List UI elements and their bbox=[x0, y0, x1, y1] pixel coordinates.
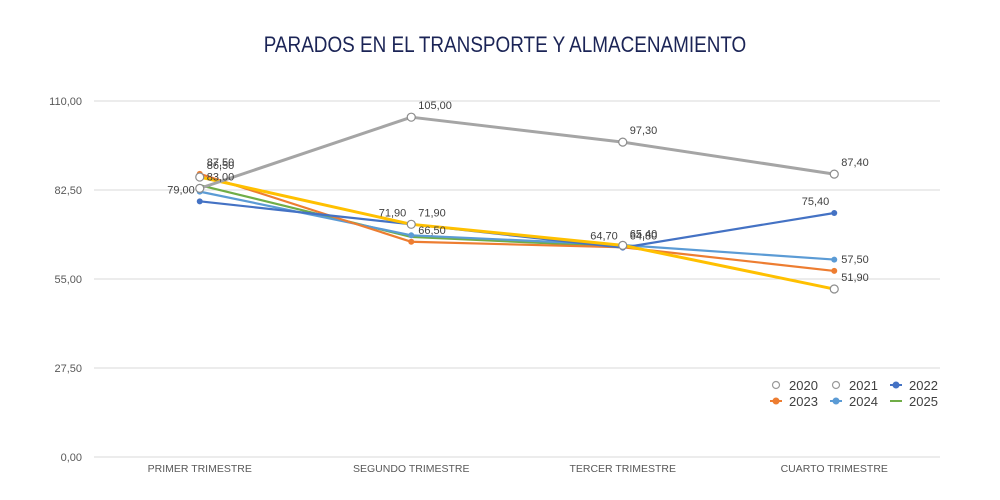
data-label-2021: 86,50 bbox=[207, 160, 235, 172]
series-2020 bbox=[195, 112, 839, 193]
data-point-2021 bbox=[618, 240, 628, 250]
legend-label: 2020 bbox=[789, 378, 818, 393]
data-label-2023: 87,50 bbox=[207, 157, 235, 169]
legend-marker-icon bbox=[771, 380, 781, 390]
series-line-2021 bbox=[198, 175, 836, 291]
data-labels: 83,00 105,00 97,30 87,40 86,50 71,90 65,40 51,9… bbox=[167, 100, 869, 284]
data-label-2022: 64,70 bbox=[590, 231, 618, 243]
legend-item-2021[interactable]: 2021 bbox=[831, 378, 878, 393]
series-2021 bbox=[195, 172, 839, 294]
data-point-2020 bbox=[829, 169, 839, 179]
data-label-2023: 64,80 bbox=[630, 230, 658, 242]
series-line-2024 bbox=[198, 190, 836, 261]
legend-marker-icon bbox=[892, 381, 900, 389]
data-point-2024 bbox=[831, 256, 838, 263]
x-tick-label: CUARTO TRIMESTRE bbox=[781, 463, 888, 475]
series-line-2020 bbox=[198, 115, 836, 190]
legend-label: 2024 bbox=[849, 394, 878, 409]
x-axis-tick-labels: PRIMER TRIMESTRE SEGUNDO TRIMESTRE TERCER … bbox=[148, 463, 888, 475]
legend-item-2020[interactable]: 2020 bbox=[771, 378, 818, 393]
legend-marker-icon bbox=[831, 380, 841, 390]
legend-item-2025[interactable]: 2025 bbox=[890, 394, 938, 409]
legend-label: 2023 bbox=[789, 394, 818, 409]
data-point-2020 bbox=[406, 112, 416, 122]
data-label-2023: 57,50 bbox=[841, 254, 869, 266]
gridlines bbox=[94, 100, 940, 458]
data-label-2022: 71,90 bbox=[379, 207, 407, 219]
x-tick-label: PRIMER TRIMESTRE bbox=[148, 463, 252, 475]
data-label-2021: 71,90 bbox=[418, 207, 446, 219]
data-label-2022: 79,00 bbox=[167, 184, 195, 196]
series-line-2023 bbox=[198, 172, 836, 273]
legend-label: 2022 bbox=[909, 378, 938, 393]
data-label-2020: 105,00 bbox=[418, 100, 452, 112]
y-tick-label: 110,00 bbox=[49, 96, 82, 108]
data-point-2022 bbox=[831, 209, 838, 216]
data-label-2022: 75,40 bbox=[802, 196, 830, 208]
data-point-2021 bbox=[195, 172, 205, 182]
legend-label: 2021 bbox=[849, 378, 878, 393]
data-label-2020: 83,00 bbox=[207, 171, 235, 183]
legend-item-2023[interactable]: 2023 bbox=[770, 394, 818, 409]
y-tick-label: 55,00 bbox=[54, 274, 82, 286]
legend-item-2024[interactable]: 2024 bbox=[830, 394, 878, 409]
data-point-2021 bbox=[406, 219, 416, 229]
y-tick-label: 82,50 bbox=[54, 185, 82, 197]
data-point-2020 bbox=[618, 137, 628, 147]
series-2024 bbox=[196, 188, 838, 263]
data-label-2021: 51,90 bbox=[841, 272, 869, 284]
y-axis-tick-labels: 0,00 27,50 55,00 82,50 110,00 bbox=[49, 96, 82, 464]
legend: 2020 2021 2022 2023 2024 2025 bbox=[770, 378, 938, 409]
series-lines bbox=[195, 112, 839, 294]
legend-label: 2025 bbox=[909, 394, 938, 409]
data-point-2023 bbox=[831, 267, 838, 274]
x-tick-label: TERCER TRIMESTRE bbox=[569, 463, 676, 475]
x-tick-label: SEGUNDO TRIMESTRE bbox=[353, 463, 469, 475]
legend-item-2022[interactable]: 2022 bbox=[890, 378, 938, 393]
data-label-2021: 65,40 bbox=[630, 228, 658, 240]
y-tick-label: 0,00 bbox=[61, 452, 82, 464]
chart-title: PARADOS EN EL TRANSPORTE Y ALMACENAMIENT… bbox=[264, 33, 747, 58]
y-tick-label: 27,50 bbox=[54, 363, 82, 375]
data-label-2020: 87,40 bbox=[841, 157, 869, 169]
data-label-2023: 66,50 bbox=[418, 225, 446, 237]
data-point-2024 bbox=[408, 232, 415, 239]
data-point-2022 bbox=[196, 198, 203, 205]
data-point-2021 bbox=[829, 284, 839, 294]
legend-marker-icon bbox=[772, 397, 780, 405]
data-point-2020 bbox=[195, 183, 205, 193]
data-point-2023 bbox=[408, 238, 415, 245]
legend-marker-icon bbox=[832, 397, 840, 405]
data-label-2020: 97,30 bbox=[630, 125, 658, 137]
series-2023 bbox=[196, 170, 838, 274]
